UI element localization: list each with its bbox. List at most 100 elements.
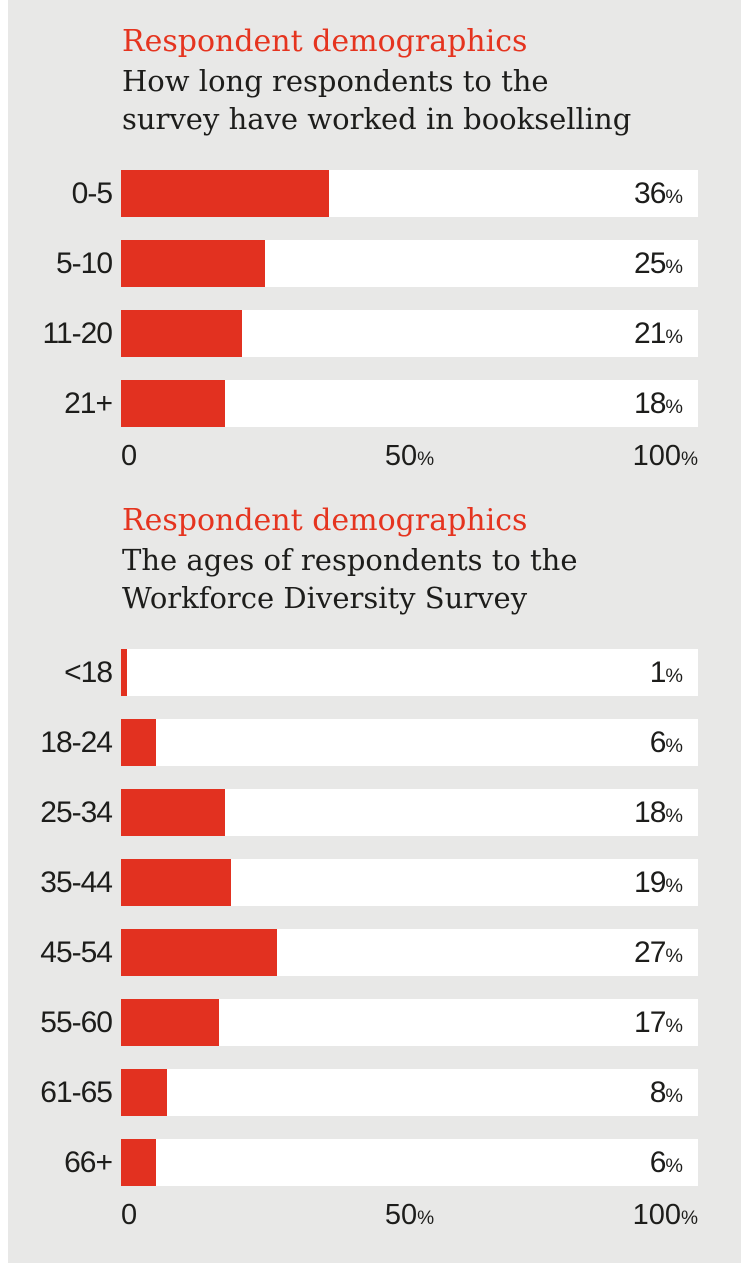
value-number: 1 bbox=[649, 656, 667, 689]
chart-panel: Respondent demographics How long respond… bbox=[8, 0, 741, 1263]
value-number: 17 bbox=[634, 1006, 666, 1039]
chart-ages-kicker: Respondent demographics bbox=[122, 503, 528, 538]
category-label: 18-24 bbox=[40, 726, 113, 759]
category-label: 66+ bbox=[64, 1146, 113, 1179]
x-axis: 0 50% 100% bbox=[121, 1186, 698, 1230]
percent-sign: % bbox=[665, 665, 683, 687]
chart-ages-rows: <18 1% 18-24 6% 25-34 18% bbox=[8, 649, 741, 1186]
value-label: 21% bbox=[634, 310, 698, 361]
bar-row: 25-34 18% bbox=[8, 789, 741, 836]
bar-track: 36% bbox=[121, 170, 698, 217]
value-label: 6% bbox=[650, 1139, 698, 1190]
tick-percent-sign: % bbox=[417, 449, 435, 470]
axis-tick-100: 100% bbox=[633, 441, 698, 475]
category-label: <18 bbox=[64, 656, 113, 689]
bar-row: 61-65 8% bbox=[8, 1069, 741, 1116]
bar-fill bbox=[121, 1069, 168, 1116]
percent-sign: % bbox=[665, 875, 683, 897]
bar-fill bbox=[121, 649, 127, 696]
bar-track: 25% bbox=[121, 240, 698, 287]
value-label: 18% bbox=[634, 789, 698, 840]
bar-fill bbox=[121, 719, 156, 766]
tick-number: 50 bbox=[384, 440, 418, 472]
percent-sign: % bbox=[665, 1085, 683, 1107]
value-label: 27% bbox=[634, 929, 698, 980]
value-number: 25 bbox=[634, 247, 666, 280]
value-label: 19% bbox=[634, 859, 698, 910]
axis-tick-50: 50% bbox=[385, 1200, 434, 1234]
axis-tick-50: 50% bbox=[385, 441, 434, 475]
bar-fill bbox=[121, 170, 329, 217]
bar-row: <18 1% bbox=[8, 649, 741, 696]
percent-sign: % bbox=[665, 396, 683, 418]
bar-track: 27% bbox=[121, 929, 698, 976]
percent-sign: % bbox=[665, 1015, 683, 1037]
value-label: 17% bbox=[634, 999, 698, 1050]
chart-tenure-title-line-1: How long respondents to the bbox=[122, 64, 549, 98]
category-label: 21+ bbox=[64, 387, 113, 420]
value-number: 18 bbox=[634, 796, 666, 829]
x-axis: 0 50% 100% bbox=[121, 427, 698, 471]
bar-row: 0-5 36% bbox=[8, 170, 741, 217]
category-label: 25-34 bbox=[40, 796, 113, 829]
tick-number: 0 bbox=[121, 440, 138, 472]
bar-fill bbox=[121, 1139, 156, 1186]
tick-percent-sign: % bbox=[680, 1208, 698, 1229]
bar-row: 45-54 27% bbox=[8, 929, 741, 976]
bar-fill bbox=[121, 999, 220, 1046]
bar-row: 5-10 25% bbox=[8, 240, 741, 287]
value-label: 25% bbox=[634, 240, 698, 291]
value-number: 8 bbox=[649, 1076, 667, 1109]
tick-number: 0 bbox=[121, 1199, 138, 1231]
bar-track: 18% bbox=[121, 789, 698, 836]
chart-ages-title-line-2: Workforce Diversity Survey bbox=[122, 581, 528, 615]
value-number: 6 bbox=[649, 1146, 667, 1179]
value-number: 18 bbox=[634, 387, 666, 420]
percent-sign: % bbox=[665, 186, 683, 208]
value-label: 1% bbox=[650, 649, 698, 700]
bar-track: 8% bbox=[121, 1069, 698, 1116]
percent-sign: % bbox=[665, 735, 683, 757]
category-label: 0-5 bbox=[71, 177, 113, 210]
category-label: 45-54 bbox=[40, 936, 113, 969]
bar-track: 6% bbox=[121, 719, 698, 766]
tick-number: 100 bbox=[632, 440, 681, 472]
bar-row: 18-24 6% bbox=[8, 719, 741, 766]
axis-tick-0: 0 bbox=[121, 441, 137, 475]
chart-ages: Respondent demographics The ages of resp… bbox=[8, 501, 741, 1230]
percent-sign: % bbox=[665, 1155, 683, 1177]
bar-track: 19% bbox=[121, 859, 698, 906]
percent-sign: % bbox=[665, 326, 683, 348]
bar-row: 11-20 21% bbox=[8, 310, 741, 357]
bar-row: 35-44 19% bbox=[8, 859, 741, 906]
value-label: 36% bbox=[634, 170, 698, 221]
bar-fill bbox=[121, 310, 243, 357]
chart-tenure-titleblock: Respondent demographics How long respond… bbox=[122, 22, 741, 138]
category-label: 55-60 bbox=[40, 1006, 113, 1039]
bar-track: 1% bbox=[121, 649, 698, 696]
percent-sign: % bbox=[665, 256, 683, 278]
category-label: 11-20 bbox=[42, 317, 113, 350]
bar-track: 21% bbox=[121, 310, 698, 357]
bar-row: 21+ 18% bbox=[8, 380, 741, 427]
bar-fill bbox=[121, 789, 225, 836]
value-label: 8% bbox=[650, 1069, 698, 1120]
axis-tick-0: 0 bbox=[121, 1200, 137, 1234]
chart-tenure-rows: 0-5 36% 5-10 25% 11-20 21% bbox=[8, 170, 741, 427]
percent-sign: % bbox=[665, 945, 683, 967]
axis-tick-100: 100% bbox=[633, 1200, 698, 1234]
bar-track: 6% bbox=[121, 1139, 698, 1186]
category-label: 61-65 bbox=[40, 1076, 113, 1109]
value-label: 18% bbox=[634, 380, 698, 431]
bar-track: 17% bbox=[121, 999, 698, 1046]
chart-ages-title-line-1: The ages of respondents to the bbox=[122, 543, 578, 577]
bar-fill bbox=[121, 929, 277, 976]
value-label: 6% bbox=[650, 719, 698, 770]
category-label: 35-44 bbox=[40, 866, 113, 899]
value-number: 27 bbox=[634, 936, 666, 969]
bar-fill bbox=[121, 240, 266, 287]
value-number: 21 bbox=[634, 317, 666, 350]
chart-tenure-kicker: Respondent demographics bbox=[122, 24, 528, 59]
tick-percent-sign: % bbox=[680, 449, 698, 470]
chart-tenure-title-line-2: survey have worked in bookselling bbox=[122, 102, 632, 136]
